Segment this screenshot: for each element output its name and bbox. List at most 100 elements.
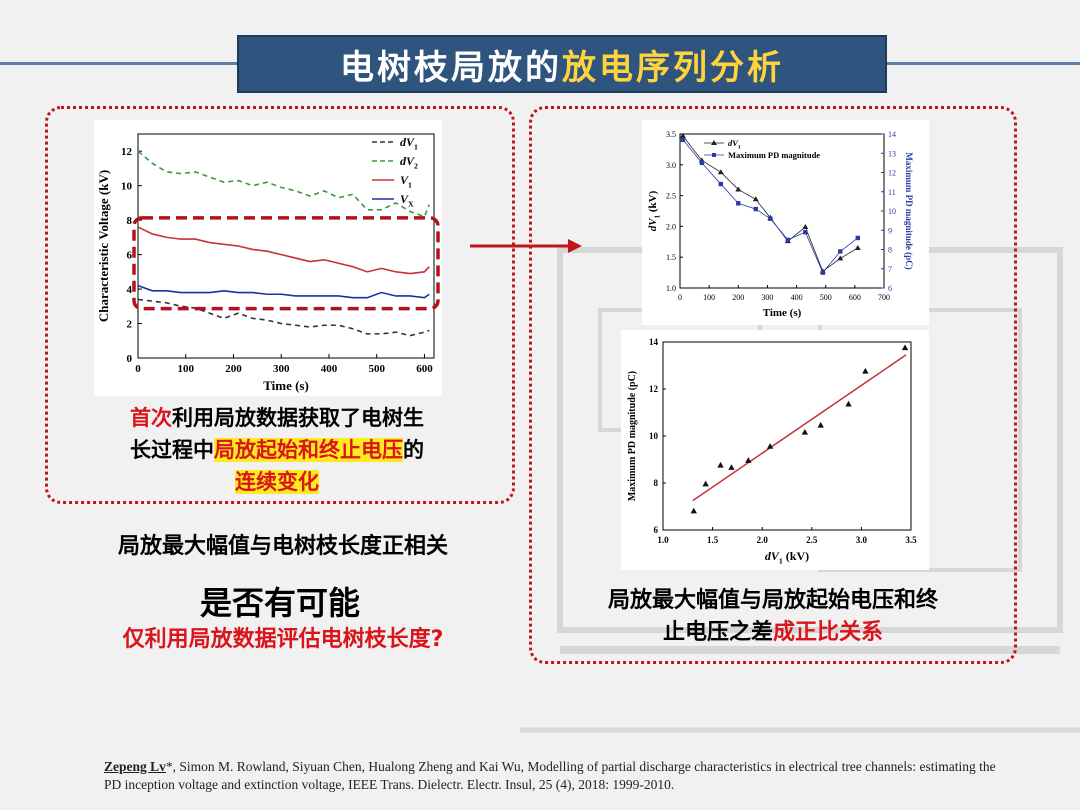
x-tick-label: 600: [416, 363, 433, 375]
scatter-point: [845, 400, 852, 407]
y2-tick-label: 6: [888, 284, 892, 293]
x-tick-label: 600: [849, 293, 861, 302]
data-point-dv1: [735, 186, 742, 192]
scatter-point: [745, 457, 752, 463]
scatter-point: [728, 464, 735, 470]
scatter-point: [801, 428, 809, 435]
legend-marker-dv1: [711, 140, 717, 145]
fit-line: [692, 354, 907, 502]
y-tick-label: 10: [121, 181, 133, 193]
y2-tick-label: 13: [888, 149, 896, 158]
y-tick-label: 14: [649, 337, 659, 347]
x-tick-label: 2.0: [757, 535, 769, 545]
x-tick-label: 1.0: [657, 535, 669, 545]
scatter-point: [690, 507, 697, 514]
y-tick-label: 2.5: [666, 192, 676, 201]
data-point-dv1: [802, 224, 809, 230]
data-point-pd: [838, 249, 843, 254]
y2-tick-label: 14: [888, 130, 896, 139]
caption-line2a: 长过程中: [130, 438, 214, 462]
data-point-pd: [820, 270, 825, 275]
series-line-VX: [137, 284, 430, 299]
chart-pd-vs-dv1-panel: 1.0 1.5 2.0 2.5 3.0 3.5 6 8 10 12 14 dV1 (kV) Maximu…: [621, 330, 929, 570]
title-part2: 放电序列分析: [562, 47, 784, 88]
right-caption: 局放最大幅值与局放起始电压和终 止电压之差成正比关系: [540, 585, 1006, 649]
caption-line2c: 的: [403, 438, 424, 462]
y2-axis-label: Maximum PD magnitude (pC): [904, 152, 914, 269]
scatter-point: [766, 443, 774, 449]
y2-tick-label: 8: [888, 246, 892, 255]
y-tick-label: 2.0: [666, 222, 676, 231]
data-point-pd: [785, 237, 791, 243]
bottom-left-question: 是否有可能: [199, 584, 360, 622]
caption-line2-highlight: 局放起始和终止电压: [214, 438, 403, 462]
y-tick-label: 8: [127, 215, 133, 227]
bottom-left-statement: 局放最大幅值与电树枝长度正相关: [117, 534, 448, 559]
y2-tick-label: 11: [888, 188, 896, 197]
left-caption: 首次利用局放数据获取了电树生 长过程中局放起始和终止电压的 连续变化: [62, 402, 492, 498]
legend-label-dV1: dV1: [400, 135, 418, 152]
x-tick-label: 200: [225, 363, 242, 375]
legend-marker-pd: [712, 153, 716, 157]
chart-dv1-time: 0 100 200 300 400 500 600 700 1.0 1.5 2.0 2.5 3.0 3.5…: [647, 130, 914, 319]
legend-label-1: Maximum PD magnitude: [728, 150, 820, 160]
legend-label-0: dV1: [728, 138, 741, 151]
y-tick-label: 12: [121, 146, 133, 158]
scatter-point: [901, 344, 909, 351]
chart-voltage-panel: 0 100 200 300 400 500 600 0 2 4 6 8 10 12 Time (s) Char…: [94, 120, 442, 396]
scatter-point: [717, 461, 724, 468]
plot-frame: [137, 133, 435, 359]
data-point-pd: [803, 229, 808, 235]
y-axis-label: Characteristic Voltage (kV): [96, 170, 111, 322]
slide-title: 电树枝局放的 放电序列分析: [237, 35, 887, 93]
x-tick-label: 1.5: [707, 535, 719, 545]
x-axis-label: Time (s): [763, 307, 802, 319]
x-tick-label: 0: [678, 293, 682, 302]
caption-line3-highlight: 连续变化: [235, 470, 319, 494]
y-tick-label: 3.0: [666, 161, 676, 170]
x-axis-label: Time (s): [263, 378, 309, 393]
data-point-pd: [753, 206, 758, 212]
y-tick-label: 6: [654, 525, 659, 535]
x-tick-label: 100: [703, 293, 715, 302]
x-tick-label: 400: [791, 293, 803, 302]
x-tick-label: 2.5: [806, 535, 818, 545]
left-dotted-frame: [45, 106, 515, 504]
series-line-dV1: [137, 298, 430, 337]
data-point-pd: [718, 181, 723, 187]
x-tick-label: 500: [820, 293, 832, 302]
data-point-dv1: [679, 132, 686, 138]
reference-author: Zepeng Lv: [104, 759, 166, 774]
scatter-point: [702, 480, 709, 487]
reference: Zepeng Lv*, Simon M. Rowland, Siyuan Che…: [104, 758, 1004, 794]
legend-label-VX: VX: [400, 192, 414, 209]
x-tick-label: 3.5: [905, 535, 917, 545]
right-dotted-frame: [529, 106, 1017, 664]
data-point-dv1: [837, 255, 844, 261]
data-point-pd: [855, 235, 860, 241]
y-tick-label: 12: [649, 384, 659, 394]
y-tick-label: 6: [127, 250, 133, 262]
right-caption-line2-highlight: 成正比关系: [773, 620, 884, 645]
legend-label-V1: V1: [400, 173, 412, 190]
caption-line1: 利用局放数据获取了电树生: [172, 406, 424, 430]
data-point-dv1: [717, 169, 724, 175]
title-rule-right: [887, 62, 1080, 65]
y-tick-label: 1.0: [666, 284, 676, 293]
y-tick-label: 4: [127, 284, 133, 296]
right-caption-line2a: 止电压之差: [662, 620, 773, 645]
scatter-point: [862, 367, 869, 374]
y-tick-label: 8: [654, 478, 659, 488]
reference-text: *, Simon M. Rowland, Siyuan Chen, Hualon…: [104, 759, 996, 792]
x-tick-label: 0: [135, 363, 141, 375]
chart-dv1-time-panel: 0 100 200 300 400 500 600 700 1.0 1.5 2.0 2.5 3.0 3.5…: [642, 120, 929, 325]
y-tick-label: 1.5: [666, 253, 676, 262]
x-tick-label: 300: [273, 363, 290, 375]
x-tick-label: 400: [321, 363, 338, 375]
legend-label-dV2: dV2: [400, 154, 418, 171]
chart-pd-vs-dv1: 1.0 1.5 2.0 2.5 3.0 3.5 6 8 10 12 14 dV1 (kV) Maximu…: [627, 337, 917, 566]
x-tick-label: 3.0: [856, 535, 868, 545]
caption-first: 首次: [130, 406, 172, 430]
x-tick-label: 200: [732, 293, 744, 302]
data-point-pd: [768, 216, 773, 221]
